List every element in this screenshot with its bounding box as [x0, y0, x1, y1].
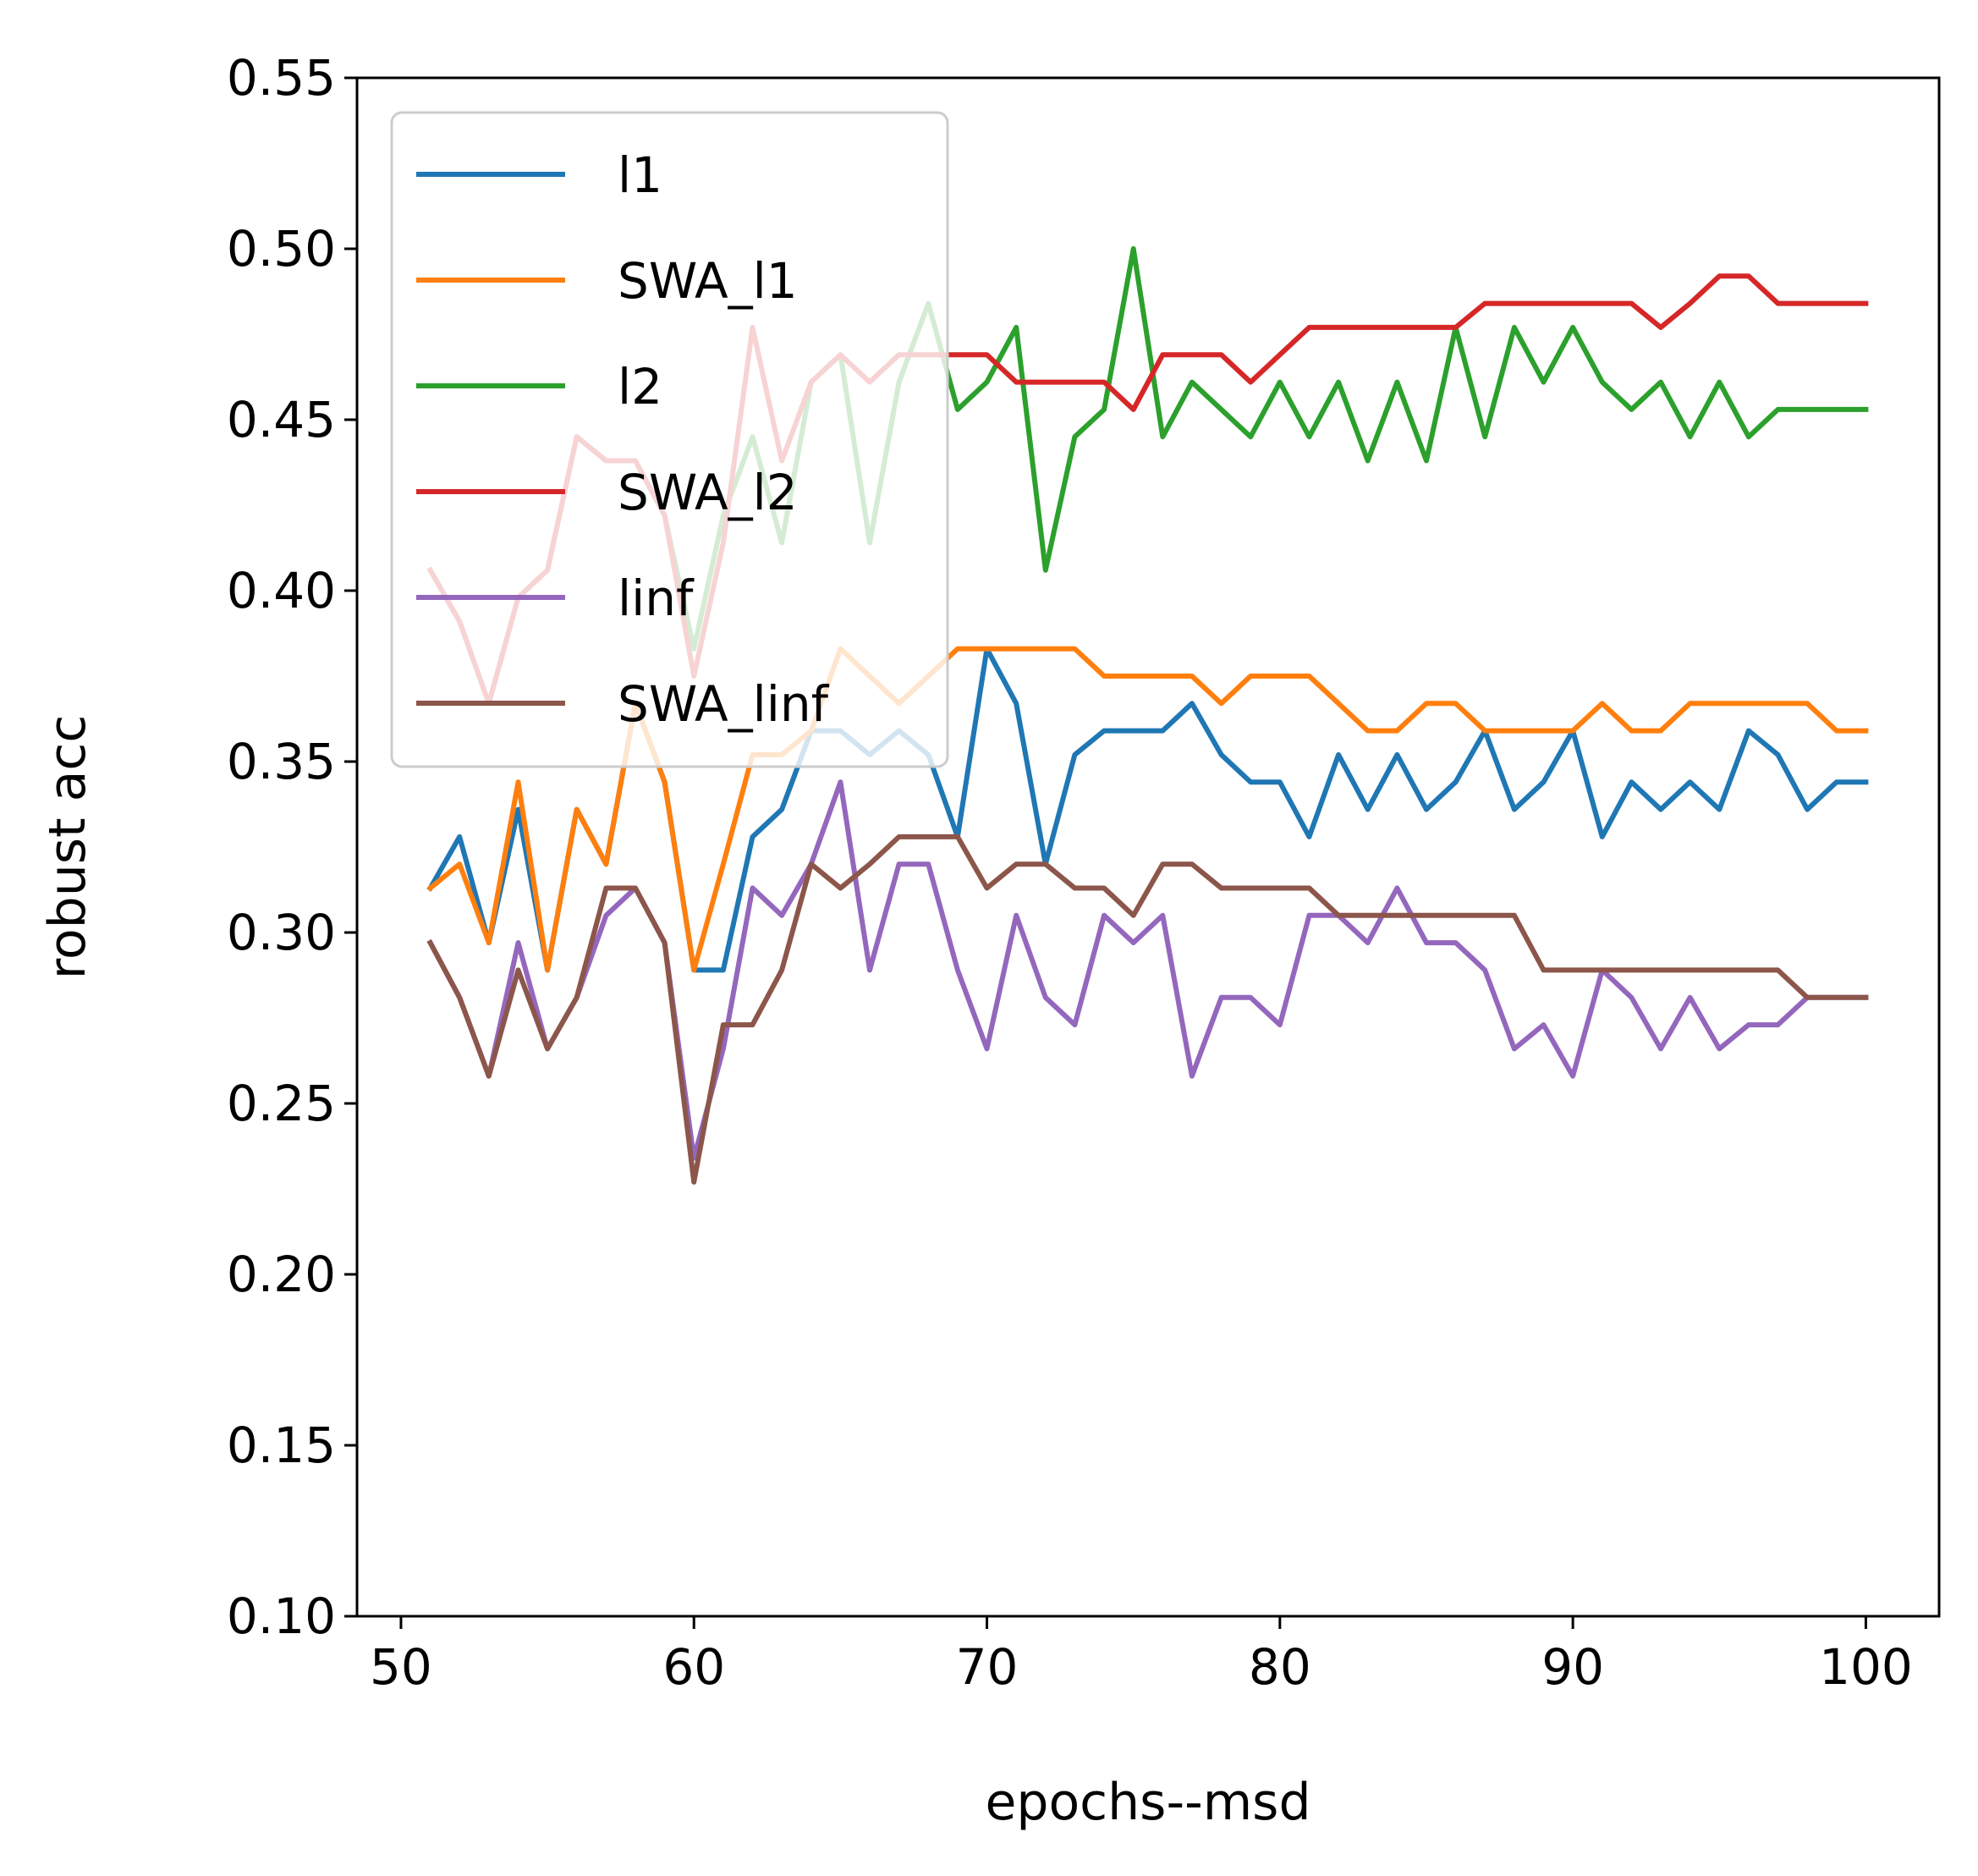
x-tick-label: 100 [1819, 1638, 1913, 1696]
y-tick-label: 0.50 [227, 220, 336, 278]
x-tick-label: 90 [1541, 1638, 1604, 1696]
y-axis-ticks: 0.10 0.15 0.20 0.25 0.30 0.35 0.40 0.45 0.50 0.55 [227, 49, 357, 1645]
legend-label: SWA_linf [618, 675, 830, 733]
y-tick-label: 0.45 [227, 391, 336, 448]
x-tick-label: 50 [370, 1638, 432, 1696]
series-line-swa-l1 [426, 646, 1869, 973]
x-axis-ticks: 50 60 70 80 90 100 [370, 1616, 1913, 1696]
y-tick-label: 0.10 [227, 1587, 336, 1645]
y-tick-label: 0.35 [227, 733, 336, 790]
legend-label: l2 [618, 358, 662, 415]
y-tick-label: 0.25 [227, 1075, 336, 1132]
legend-label: linf [618, 569, 695, 627]
x-tick-label: 70 [956, 1638, 1019, 1696]
x-tick-label: 80 [1249, 1638, 1311, 1696]
y-tick-label: 0.15 [227, 1417, 336, 1474]
y-tick-label: 0.55 [227, 49, 336, 107]
legend-label: l1 [618, 146, 662, 204]
y-tick-label: 0.40 [227, 562, 336, 619]
legend-label: SWA_l1 [618, 252, 798, 310]
y-tick-label: 0.30 [227, 904, 336, 961]
legend-label: SWA_l2 [618, 464, 798, 521]
x-axis-label: epochs--msd [985, 1773, 1310, 1832]
y-tick-label: 0.20 [227, 1246, 336, 1303]
series-line-swa-linf [426, 833, 1869, 1185]
y-axis-label: robust acc [38, 715, 97, 980]
legend-box [390, 111, 949, 768]
x-tick-label: 60 [662, 1638, 725, 1696]
plot-frame [355, 76, 1941, 1618]
